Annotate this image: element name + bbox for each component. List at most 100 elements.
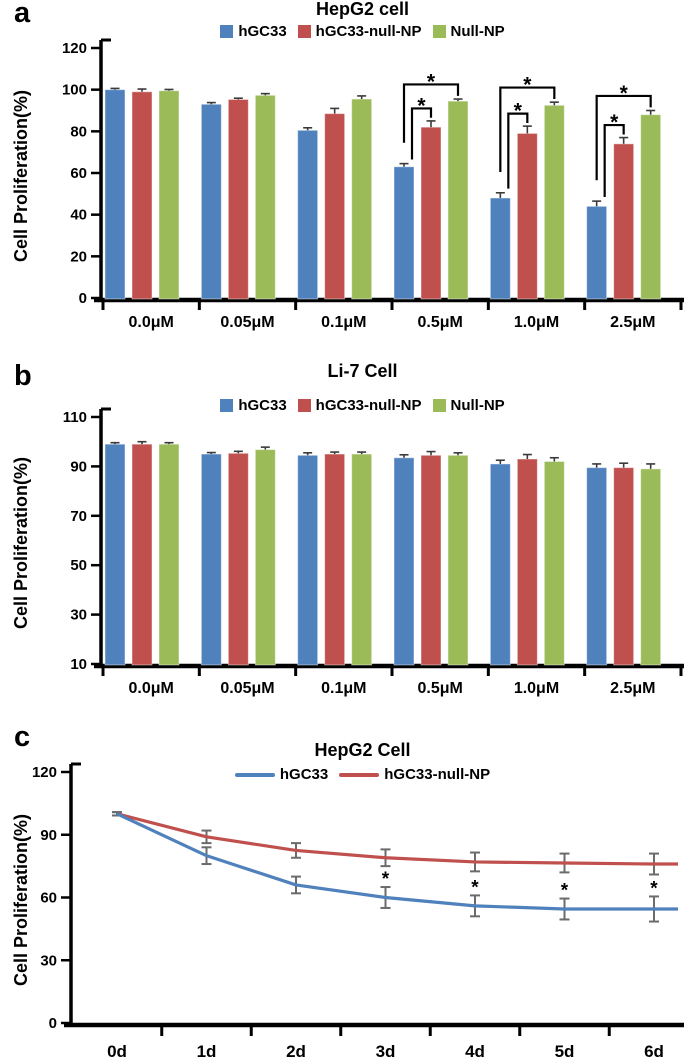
x-category-label: 0.5μM <box>417 314 462 331</box>
legend-square-swatch <box>297 25 311 38</box>
bar-hGC33-null-NP <box>131 91 153 300</box>
y-tick-label: 60 <box>70 165 87 182</box>
bar-hGC33 <box>489 463 511 666</box>
sig-bracket <box>603 123 625 197</box>
bar-hGC33-null-NP <box>227 452 249 666</box>
x-category-label: 0.0μM <box>128 680 173 697</box>
bar-hGC33 <box>393 457 415 666</box>
bar-hGC33 <box>297 454 319 666</box>
legend-item-Null-NP: Null-NP <box>432 397 505 414</box>
sig-bracket <box>410 107 433 160</box>
bar-Null-NP <box>543 104 565 300</box>
sig-star: * <box>514 100 523 123</box>
bar-Null-NP <box>158 90 180 300</box>
bar-Null-NP <box>351 98 373 300</box>
legend-item-hGC33-null-NP: hGC33-null-NP <box>339 766 490 783</box>
sig-star: * <box>650 878 658 899</box>
sig-bracket <box>402 83 460 143</box>
legend-label: hGC33 <box>238 397 287 414</box>
legend-c: hGC33 hGC33-null-NP <box>60 766 665 783</box>
sig-star: * <box>427 70 436 93</box>
bar-Null-NP <box>447 454 469 666</box>
legend-item-hGC33-null-NP: hGC33-null-NP <box>297 23 422 40</box>
x-category-label: 1.0μM <box>514 680 559 697</box>
x-category-label: 4d <box>465 1042 485 1061</box>
y-tick-label: 90 <box>70 458 87 475</box>
legend-item-hGC33: hGC33 <box>234 766 328 783</box>
bar-hGC33-null-NP <box>516 132 538 300</box>
chart-title-c: HepG2 Cell <box>314 740 411 760</box>
sig-star: * <box>561 881 569 902</box>
panel-b: b Li-7 Cell hGC33 hGC33-null-NP Null-NP Ce… <box>0 355 685 710</box>
y-tick-label: 100 <box>62 82 87 99</box>
x-category-label: 3d <box>376 1042 396 1061</box>
y-tick-label: 110 <box>63 409 87 426</box>
x-category-label: 5d <box>555 1042 575 1061</box>
legend-square-swatch <box>220 25 234 38</box>
bar-hGC33-null-NP <box>324 453 346 666</box>
bar-hGC33 <box>393 166 415 300</box>
y-tick-label: 50 <box>70 557 87 574</box>
x-category-label: 0.1μM <box>321 314 366 331</box>
legend-square-swatch <box>220 399 234 412</box>
sig-star: * <box>523 74 532 97</box>
bar-hGC33-null-NP <box>324 113 346 300</box>
bar-hGC33-null-NP <box>420 454 442 666</box>
x-category-label: 2.5μM <box>610 314 655 331</box>
y-tick-label: 120 <box>62 40 87 57</box>
legend-label: hGC33-null-NP <box>315 23 422 40</box>
x-category-label: 0.05μM <box>220 314 274 331</box>
legend-label: hGC33 <box>238 23 287 40</box>
legend-item-Null-NP: Null-NP <box>432 23 505 40</box>
legend-line-swatch <box>339 772 380 777</box>
legend-square-swatch <box>432 399 446 412</box>
bar-Null-NP <box>640 468 662 666</box>
sig-star: * <box>471 877 479 898</box>
bar-hGC33 <box>104 89 126 300</box>
bar-hGC33-null-NP <box>613 467 635 666</box>
bar-hGC33-null-NP <box>131 443 153 666</box>
y-tick-label: 60 <box>40 890 57 907</box>
bar-Null-NP <box>447 100 469 300</box>
plot-area-a: 0 20 40 60 80 100 120 0.0μM 0.05μM 0.1μM 0.5μM 1.0μ… <box>62 38 684 331</box>
bar-hGC33 <box>297 129 319 300</box>
bar-Null-NP <box>254 449 276 666</box>
legend-label: Null-NP <box>450 397 505 414</box>
y-tick-label: 80 <box>70 123 87 140</box>
y-tick-label: 70 <box>70 508 87 525</box>
bar-hGC33 <box>104 443 126 666</box>
panel-c: c HepG2 Cell hGC33 hGC33-null-NP Cell Pro… <box>0 710 685 1062</box>
legend-square-swatch <box>297 399 311 412</box>
y-tick-label: 20 <box>70 248 87 265</box>
bar-hGC33 <box>489 197 511 300</box>
legend-item-hGC33: hGC33 <box>220 397 287 414</box>
x-category-label: 1.0μM <box>514 314 559 331</box>
plot-area-b: 10 30 50 70 90 110 0.0μM 0.05μM 0.1μM 0.5μM 1.0μM 2… <box>63 407 684 697</box>
sig-star: * <box>610 111 619 134</box>
x-category-label: 0.5μM <box>417 680 462 697</box>
legend-line-swatch <box>234 772 275 777</box>
legend-b: hGC33 hGC33-null-NP Null-NP <box>60 397 665 414</box>
legend-label: Null-NP <box>450 23 505 40</box>
legend-label: hGC33-null-NP <box>384 766 491 783</box>
panel-letter-a: a <box>14 0 31 29</box>
sig-bracket <box>507 112 529 189</box>
bar-hGC33 <box>200 453 222 666</box>
bar-Null-NP <box>351 453 373 666</box>
x-category-label: 0d <box>107 1042 127 1061</box>
panel-a: a HepG2 cell hGC33 hGC33-null-NP Null-NP C… <box>0 0 685 355</box>
bar-hGC33 <box>586 467 608 666</box>
x-category-label: 0.05μM <box>220 680 274 697</box>
series-line-hGC33 <box>116 812 678 911</box>
x-category-label: 0.1μM <box>321 680 366 697</box>
bar-hGC33-null-NP <box>420 126 442 300</box>
bar-Null-NP <box>254 94 276 300</box>
x-category-label: 2.5μM <box>610 680 655 697</box>
panel-letter-c: c <box>14 721 31 753</box>
x-category-label: 2d <box>286 1042 306 1061</box>
y-tick-label: 40 <box>70 207 87 224</box>
y-tick-label: 90 <box>40 827 57 844</box>
bar-Null-NP <box>158 443 180 666</box>
y-tick-label: 30 <box>70 607 87 624</box>
